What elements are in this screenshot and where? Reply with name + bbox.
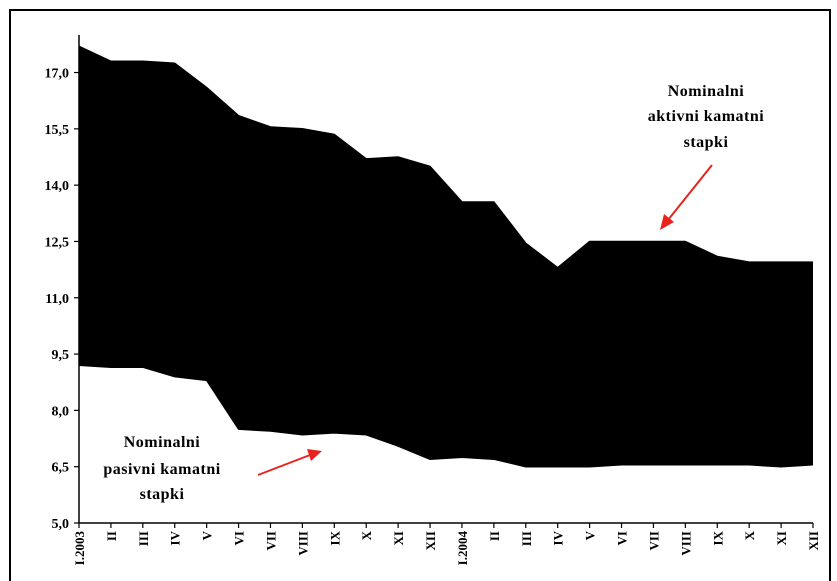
x-tick-label: XI xyxy=(391,531,406,545)
annotation-aktivni-line2: aktivni kamatni xyxy=(648,108,764,125)
x-tick-label: I.2004 xyxy=(455,531,470,566)
arrow-pasivni-shaft xyxy=(257,454,311,476)
y-tick-label: 15,5 xyxy=(45,123,70,138)
x-tick-label: III xyxy=(136,531,151,546)
series-line-aktivni xyxy=(78,45,813,269)
annotation-aktivni-line1: Nominalni xyxy=(668,83,745,100)
x-tick-label: V xyxy=(583,530,598,540)
series-line-pasivni xyxy=(78,364,814,468)
x-tick-label: IV xyxy=(551,530,566,545)
y-tick-label: 9,5 xyxy=(52,348,70,363)
y-tick-label: 14,0 xyxy=(45,179,70,194)
x-tick-label: IX xyxy=(327,530,342,545)
annotation-pasivni-line2: pasivni kamatni xyxy=(103,461,220,478)
annotation-pasivni-line1: Nominalni xyxy=(124,434,201,451)
y-tick-label: 11,0 xyxy=(45,292,69,307)
y-tick-label: 5,0 xyxy=(52,517,70,532)
x-tick-label: VI xyxy=(232,531,247,545)
x-tick-label: V xyxy=(200,530,215,540)
annotation-pasivni-line3: stapki xyxy=(140,486,185,503)
x-tick-label: III xyxy=(519,531,534,546)
x-tick-label: VI xyxy=(615,531,630,545)
y-tick-label: 17,0 xyxy=(45,67,70,82)
x-tick-label: IV xyxy=(168,530,183,545)
arrow-pasivni-head xyxy=(307,449,322,461)
x-tick-label: VII xyxy=(646,531,661,551)
arrow-aktivni xyxy=(660,164,713,230)
band-area xyxy=(79,46,813,467)
y-tick-label: 12,5 xyxy=(45,235,70,250)
annotation-aktivni-line3: stapki xyxy=(684,134,729,151)
arrow-aktivni-shaft xyxy=(667,164,713,221)
x-tick-label: XI xyxy=(774,531,789,545)
arrow-aktivni-head xyxy=(660,214,674,230)
x-tick-label: X xyxy=(359,530,374,540)
x-tick-label: II xyxy=(487,531,502,541)
x-tick-label: XII xyxy=(423,531,438,551)
annotation-aktivni: Nominalni aktivni kamatni stapki xyxy=(648,83,764,151)
annotation-pasivni: Nominalni pasivni kamatni stapki xyxy=(103,434,220,503)
arrow-pasivni xyxy=(257,449,322,476)
x-tick-label: VII xyxy=(264,531,279,551)
area-layer xyxy=(78,45,814,468)
y-tick-labels: 5,0 6,5 8,0 9,5 11,0 12,5 14,0 15,5 17,0 xyxy=(45,67,70,532)
x-tick-label: X xyxy=(742,530,757,540)
x-tick-label: II xyxy=(104,531,119,541)
axes xyxy=(74,35,814,528)
y-tick-label: 8,0 xyxy=(52,404,70,419)
x-tick-label: VIII xyxy=(295,531,310,556)
x-tick-label: XII xyxy=(806,531,821,551)
x-tick-label: I.2003 xyxy=(72,531,87,566)
x-tick-labels: I.2003 II III IV V VI VII VIII IX X XI XII I.2004 II I… xyxy=(72,530,821,565)
x-tick-label: VIII xyxy=(678,531,693,556)
y-tick-label: 6,5 xyxy=(52,461,70,476)
chart-frame xyxy=(9,9,831,581)
x-tick-label: IX xyxy=(710,530,725,545)
